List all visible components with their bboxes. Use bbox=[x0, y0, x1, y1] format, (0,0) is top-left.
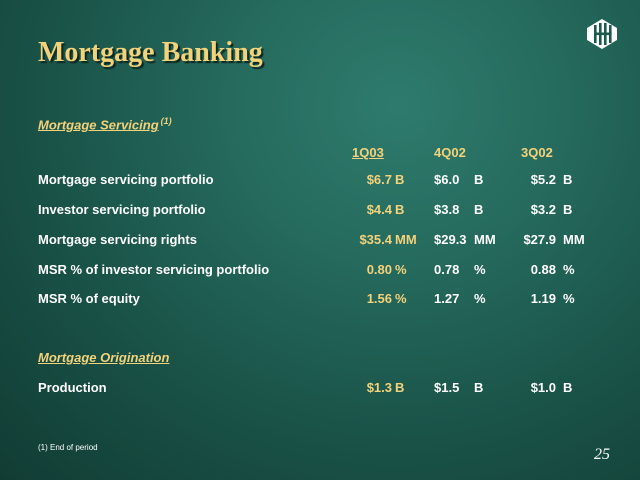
row-label: Investor servicing portfolio bbox=[38, 202, 206, 217]
value-4q02: $6.0 bbox=[434, 172, 460, 187]
value-4q02: $29.3 bbox=[434, 232, 467, 247]
table-row-msr-investor: MSR % of investor servicing portfolio 0.… bbox=[0, 262, 640, 280]
table-row-servicing-portfolio: Mortgage servicing portfolio $6.7 B $6.0… bbox=[0, 172, 640, 190]
footnote: (1) End of period bbox=[38, 443, 98, 452]
value-3q02: $27.9 bbox=[523, 232, 556, 247]
row-label: Production bbox=[38, 380, 107, 395]
value-1q03: $1.3 bbox=[366, 380, 392, 395]
unit-1q03: % bbox=[395, 262, 407, 277]
value-1q03: $35.4 bbox=[359, 232, 392, 247]
row-label: MSR % of investor servicing portfolio bbox=[38, 262, 270, 277]
table-row-investor-portfolio: Investor servicing portfolio $4.4 B $3.8… bbox=[0, 202, 640, 220]
row-label: MSR % of equity bbox=[38, 291, 140, 306]
slide-title: Mortgage Banking bbox=[38, 37, 263, 68]
value-1q03: 1.56 bbox=[366, 291, 392, 306]
unit-3q02: % bbox=[563, 291, 575, 306]
row-label: Mortgage servicing portfolio bbox=[38, 172, 214, 187]
unit-4q02: % bbox=[474, 291, 486, 306]
unit-1q03: B bbox=[395, 202, 405, 217]
unit-4q02: B bbox=[474, 202, 484, 217]
unit-1q03: B bbox=[395, 380, 405, 395]
servicing-footnote-marker: (1) bbox=[160, 116, 172, 126]
servicing-section-heading: Mortgage Servicing (1) bbox=[38, 116, 172, 132]
unit-4q02: B bbox=[474, 380, 484, 395]
unit-1q03: B bbox=[395, 172, 405, 187]
unit-3q02: B bbox=[563, 380, 573, 395]
value-4q02: $1.5 bbox=[434, 380, 460, 395]
row-label: Mortgage servicing rights bbox=[38, 232, 197, 247]
unit-1q03: % bbox=[395, 291, 407, 306]
unit-3q02: MM bbox=[563, 232, 585, 247]
value-4q02: 1.27 bbox=[434, 291, 460, 306]
unit-4q02: % bbox=[474, 262, 486, 277]
table-row-msr-equity: MSR % of equity 1.56 % 1.27 % 1.19 % bbox=[0, 291, 640, 309]
column-header-1q03: 1Q03 bbox=[352, 145, 384, 160]
value-1q03: 0.80 bbox=[366, 262, 392, 277]
page-number: 25 bbox=[594, 446, 610, 463]
unit-3q02: B bbox=[563, 202, 573, 217]
value-1q03: $6.7 bbox=[366, 172, 392, 187]
value-3q02: 1.19 bbox=[530, 291, 556, 306]
unit-4q02: MM bbox=[474, 232, 496, 247]
table-row-servicing-rights: Mortgage servicing rights $35.4 MM $29.3… bbox=[0, 232, 640, 250]
bank-monogram-icon bbox=[587, 19, 617, 49]
column-header-3q02: 3Q02 bbox=[521, 145, 553, 160]
unit-3q02: B bbox=[563, 172, 573, 187]
value-4q02: 0.78 bbox=[434, 262, 460, 277]
unit-4q02: B bbox=[474, 172, 484, 187]
origination-section-heading: Mortgage Origination bbox=[38, 350, 170, 365]
value-1q03: $4.4 bbox=[366, 202, 392, 217]
table-row-production: Production $1.3 B $1.5 B $1.0 B bbox=[0, 380, 640, 398]
servicing-heading-text: Mortgage Servicing bbox=[38, 117, 159, 133]
column-header-4q02: 4Q02 bbox=[434, 145, 466, 160]
value-3q02: $5.2 bbox=[530, 172, 556, 187]
value-4q02: $3.8 bbox=[434, 202, 460, 217]
value-3q02: 0.88 bbox=[530, 262, 556, 277]
unit-1q03: MM bbox=[395, 232, 417, 247]
value-3q02: $1.0 bbox=[530, 380, 556, 395]
unit-3q02: % bbox=[563, 262, 575, 277]
value-3q02: $3.2 bbox=[530, 202, 556, 217]
